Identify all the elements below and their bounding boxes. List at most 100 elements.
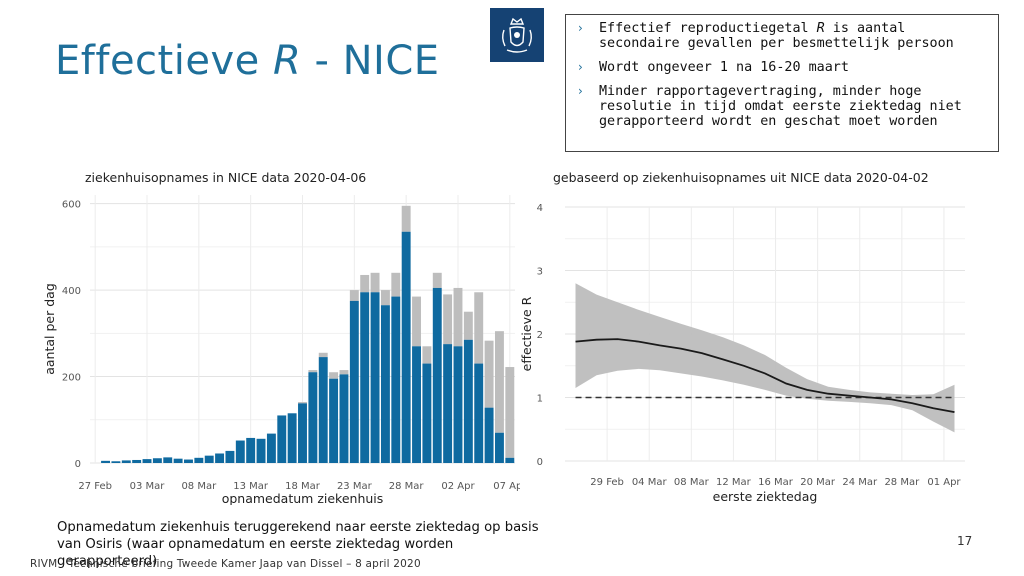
y-tick-label: 200 — [62, 373, 81, 384]
x-tick-label: 03 Mar — [130, 481, 166, 492]
chart-title: gebaseerd op ziekenhuisopnames uit NICE … — [553, 170, 929, 185]
bar-reported-segment — [401, 231, 411, 463]
bar-reported-segment — [391, 296, 401, 463]
bar-reported-segment — [380, 305, 390, 463]
bar-reported-segment — [349, 300, 359, 463]
bar-total-segment — [329, 372, 339, 379]
bar-reported-segment — [453, 346, 463, 463]
x-tick-label: 16 Mar — [758, 477, 794, 488]
bar-reported-segment — [360, 292, 370, 463]
footer-text: RIVM - Technische briefing Tweede Kamer … — [30, 558, 421, 570]
bar-reported-segment — [463, 339, 473, 463]
slide-title: Effectieve R - NICE — [55, 38, 440, 84]
x-tick-label: 28 Mar — [884, 477, 920, 488]
bar-reported-segment — [494, 432, 504, 463]
bar-total-segment — [380, 290, 390, 306]
x-tick-label: 02 Apr — [441, 481, 475, 492]
hospital-admissions-bar-chart: ziekenhuisopnames in NICE data 2020-04-0… — [42, 170, 520, 505]
bar-reported-segment — [505, 457, 515, 463]
x-tick-label: 18 Mar — [285, 481, 321, 492]
y-tick-label: 2 — [537, 330, 543, 341]
bar-reported-segment — [152, 458, 162, 463]
x-tick-label: 29 Feb — [590, 477, 624, 488]
x-tick-label: 01 Apr — [927, 477, 961, 488]
x-axis-label: eerste ziektedag — [713, 489, 818, 504]
bar-reported-segment — [370, 292, 380, 463]
bar-reported-segment — [225, 450, 235, 463]
bar-reported-segment — [266, 433, 276, 463]
effective-r-line — [575, 338, 955, 413]
y-tick-label: 1 — [537, 394, 543, 405]
y-axis-label: aantal per dag — [42, 283, 57, 375]
bar-total-segment — [370, 272, 380, 293]
chevron-right-icon: › — [578, 84, 583, 98]
bar-reported-segment — [277, 415, 287, 463]
x-tick-label: 23 Mar — [337, 481, 373, 492]
slide-caption: Opnamedatum ziekenhuis teruggerekend naa… — [57, 520, 539, 569]
bullet-item: › Wordt ongeveer 1 na 16-20 maart — [578, 60, 849, 75]
bar-reported-segment — [287, 413, 297, 463]
bar-reported-segment — [194, 457, 204, 463]
bar-reported-segment — [111, 461, 121, 463]
effective-r-line-chart: gebaseerd op ziekenhuisopnames uit NICE … — [519, 170, 965, 504]
bar-reported-segment — [101, 460, 111, 463]
bar-reported-segment — [412, 346, 421, 463]
chevron-right-icon: › — [578, 21, 583, 35]
bar-reported-segment — [121, 460, 131, 463]
bar-total-segment — [443, 294, 453, 345]
x-tick-label: 12 Mar — [716, 477, 752, 488]
bar-reported-segment — [215, 453, 225, 463]
bar-total-segment — [298, 402, 307, 404]
x-tick-label: 08 Mar — [674, 477, 710, 488]
page-number: 17 — [957, 534, 973, 548]
y-tick-label: 4 — [537, 203, 543, 214]
bar-reported-segment — [256, 438, 266, 463]
bar-reported-segment — [142, 459, 152, 463]
bar-total-segment — [432, 272, 442, 288]
bar-total-segment — [422, 346, 432, 364]
x-tick-label: 27 Feb — [78, 481, 112, 492]
bar-reported-segment — [173, 458, 183, 463]
bar-total-segment — [349, 290, 359, 301]
bar-total-segment — [308, 370, 318, 373]
bar-reported-segment — [246, 437, 256, 463]
bar-total-segment — [505, 367, 515, 458]
bar-reported-segment — [339, 374, 349, 463]
bar-reported-segment — [298, 403, 307, 463]
key-points-box: › Effectief reproductiegetal R is aantal … — [565, 14, 999, 152]
x-tick-label: 07 Apr — [493, 481, 520, 492]
bar-reported-segment — [329, 378, 339, 463]
x-tick-label: 04 Mar — [632, 477, 668, 488]
bar-total-segment — [318, 352, 328, 358]
bar-reported-segment — [184, 459, 193, 463]
chevron-right-icon: › — [578, 60, 583, 74]
bullet-item: › Effectief reproductiegetal R is aantal … — [578, 21, 954, 51]
bullet-item: › Minder rapportagevertraging, minder hog… — [578, 84, 962, 129]
rijksoverheid-logo-icon — [490, 8, 544, 62]
y-tick-label: 600 — [62, 200, 81, 211]
x-tick-label: 28 Mar — [389, 481, 425, 492]
bar-reported-segment — [163, 457, 173, 463]
bar-reported-segment — [432, 287, 442, 463]
bar-reported-segment — [474, 363, 484, 463]
y-tick-label: 0 — [75, 459, 81, 470]
bar-reported-segment — [235, 440, 245, 463]
bar-reported-segment — [422, 363, 432, 463]
bar-reported-segment — [204, 455, 214, 463]
x-tick-label: 24 Mar — [842, 477, 878, 488]
y-axis-label: effectieve R — [519, 296, 534, 371]
bar-reported-segment — [443, 344, 453, 463]
bar-reported-segment — [308, 372, 318, 463]
bar-reported-segment — [318, 357, 328, 463]
x-tick-label: 08 Mar — [181, 481, 217, 492]
bar-reported-segment — [484, 407, 494, 463]
bar-total-segment — [463, 311, 473, 340]
y-tick-label: 400 — [62, 286, 81, 297]
y-tick-label: 0 — [537, 457, 543, 468]
bar-total-segment — [391, 272, 401, 297]
bar-total-segment — [474, 292, 484, 364]
x-tick-label: 20 Mar — [800, 477, 836, 488]
bar-reported-segment — [132, 459, 142, 463]
bar-total-segment — [412, 296, 421, 347]
y-tick-label: 3 — [537, 267, 543, 278]
